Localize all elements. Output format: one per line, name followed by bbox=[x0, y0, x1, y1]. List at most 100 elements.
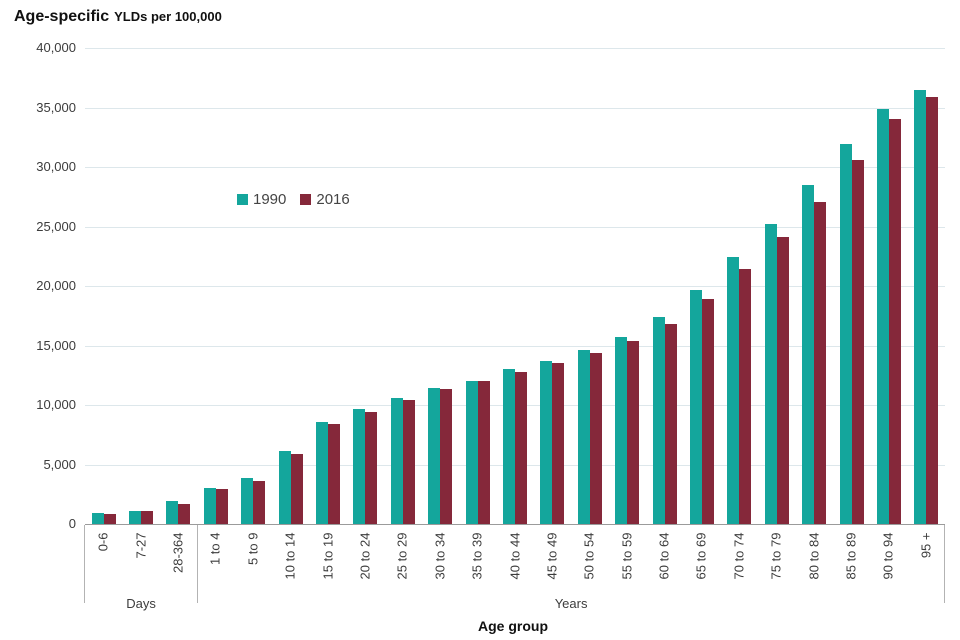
x-tick-label: 50 to 54 bbox=[581, 532, 597, 580]
gridline bbox=[85, 107, 945, 109]
bar-1990-0-6 bbox=[91, 513, 104, 524]
y-tick-label: 40,000 bbox=[36, 40, 76, 55]
y-tick-label: 15,000 bbox=[36, 337, 76, 353]
bar-2016-35 to 39 bbox=[477, 381, 490, 524]
bar-1990-35 to 39 bbox=[465, 381, 478, 524]
bar-1990-7-27 bbox=[129, 511, 142, 524]
gridline bbox=[85, 48, 945, 49]
bar-1990-85 to 89 bbox=[839, 144, 852, 524]
bar-1990-50 to 54 bbox=[577, 350, 590, 524]
bar-1990-90 to 94 bbox=[876, 109, 889, 524]
bar-2016-20 to 24 bbox=[365, 412, 378, 524]
legend-swatch-2016-icon bbox=[300, 194, 312, 205]
gridline bbox=[85, 286, 945, 287]
bar-2016-90 to 94 bbox=[888, 119, 901, 524]
legend: 1990 2016 bbox=[237, 191, 350, 208]
plot-area bbox=[85, 48, 945, 525]
bar-2016-7-27 bbox=[141, 511, 154, 524]
bar-1990-25 to 29 bbox=[390, 398, 403, 524]
group-delimiter-line bbox=[944, 525, 945, 603]
bar-1990-45 to 49 bbox=[540, 361, 553, 524]
x-tick-label: 15 to 19 bbox=[320, 532, 336, 580]
legend-item-1990: 1990 bbox=[237, 191, 286, 208]
x-tick-label: 28-364 bbox=[170, 532, 186, 573]
y-tick-label: 30,000 bbox=[36, 159, 76, 174]
x-tick-label: 55 to 59 bbox=[619, 532, 635, 580]
x-tick-label: 95 + bbox=[918, 532, 934, 559]
x-tick-label: 35 to 39 bbox=[469, 532, 485, 580]
x-tick-label: 70 to 74 bbox=[731, 532, 747, 580]
legend-item-2016: 2016 bbox=[300, 191, 350, 208]
chart-title-sub: YLDs per 100,000 bbox=[114, 9, 222, 24]
y-tick-label: 20,000 bbox=[36, 278, 76, 293]
x-tick-label: 65 to 69 bbox=[693, 532, 709, 580]
bar-2016-5 to 9 bbox=[253, 481, 266, 524]
group-delimiter-line bbox=[84, 525, 85, 603]
group-label-days: Days bbox=[126, 596, 156, 611]
y-tick-label: 10,000 bbox=[36, 397, 76, 412]
bar-2016-70 to 74 bbox=[739, 269, 752, 524]
bar-2016-1 to 4 bbox=[215, 489, 228, 524]
bar-2016-95 + bbox=[926, 97, 939, 524]
bar-1990-80 to 84 bbox=[802, 185, 815, 524]
bar-2016-85 to 89 bbox=[851, 160, 864, 524]
group-label-years: Years bbox=[554, 596, 588, 611]
bar-2016-75 to 79 bbox=[776, 237, 789, 524]
chart-title-main: Age-specific bbox=[14, 8, 110, 25]
gridline bbox=[85, 167, 945, 168]
bar-2016-0-6 bbox=[103, 514, 116, 524]
x-tick-label: 90 to 94 bbox=[880, 532, 896, 580]
chart-title: Age-specific YLDs per 100,000 bbox=[14, 8, 222, 26]
x-tick-label: 25 to 29 bbox=[394, 532, 410, 580]
bar-1990-40 to 44 bbox=[503, 369, 515, 524]
bar-2016-55 to 59 bbox=[627, 341, 640, 524]
bar-1990-60 to 64 bbox=[652, 317, 665, 524]
bar-2016-60 to 64 bbox=[664, 324, 677, 524]
y-tick-label: 25,000 bbox=[36, 218, 76, 234]
legend-swatch-1990-icon bbox=[237, 194, 248, 205]
bar-2016-65 to 69 bbox=[701, 299, 714, 524]
bar-1990-95 + bbox=[914, 90, 927, 524]
bar-1990-30 to 34 bbox=[428, 388, 441, 524]
x-tick-label: 85 to 89 bbox=[843, 532, 859, 580]
group-delimiter-line bbox=[197, 525, 199, 603]
y-tick-label: 5,000 bbox=[43, 456, 76, 472]
x-axis-title: Age group bbox=[478, 618, 548, 634]
y-tick-label: 0 bbox=[68, 516, 76, 531]
x-tick-label: 30 to 34 bbox=[432, 532, 448, 580]
bar-2016-10 to 14 bbox=[290, 454, 303, 524]
bar-1990-10 to 14 bbox=[278, 451, 291, 524]
bar-2016-15 to 19 bbox=[328, 424, 341, 524]
bar-1990-15 to 19 bbox=[316, 422, 329, 524]
x-tick-label: 7-27 bbox=[133, 532, 149, 559]
x-tick-label: 10 to 14 bbox=[282, 532, 298, 580]
x-tick-label: 75 to 79 bbox=[768, 532, 784, 580]
y-tick-label: 35,000 bbox=[36, 99, 76, 115]
x-tick-label: 20 to 24 bbox=[357, 532, 373, 580]
gridline bbox=[85, 345, 945, 347]
legend-label-2016: 2016 bbox=[316, 191, 350, 208]
bar-2016-30 to 34 bbox=[440, 389, 453, 524]
bar-2016-50 to 54 bbox=[589, 353, 602, 524]
x-tick-label: 40 to 44 bbox=[507, 532, 522, 580]
bar-2016-28-364 bbox=[178, 504, 191, 524]
bar-1990-1 to 4 bbox=[203, 488, 216, 524]
bar-1990-20 to 24 bbox=[353, 409, 366, 524]
bar-1990-5 to 9 bbox=[241, 478, 254, 524]
x-tick-label: 45 to 49 bbox=[544, 532, 560, 580]
bar-1990-55 to 59 bbox=[615, 337, 628, 524]
bar-1990-28-364 bbox=[166, 501, 179, 524]
x-tick-label: 60 to 64 bbox=[656, 532, 672, 580]
bar-2016-80 to 84 bbox=[814, 202, 827, 524]
bar-1990-70 to 74 bbox=[727, 257, 740, 524]
x-tick-label: 1 to 4 bbox=[207, 532, 223, 566]
bar-2016-40 to 44 bbox=[515, 372, 527, 524]
legend-label-1990: 1990 bbox=[253, 191, 287, 208]
bar-2016-45 to 49 bbox=[552, 363, 565, 524]
x-tick-label: 5 to 9 bbox=[245, 532, 261, 566]
bar-1990-75 to 79 bbox=[764, 224, 777, 524]
bar-2016-25 to 29 bbox=[402, 400, 415, 524]
gridline bbox=[85, 226, 945, 228]
x-tick-label: 0-6 bbox=[95, 532, 111, 552]
